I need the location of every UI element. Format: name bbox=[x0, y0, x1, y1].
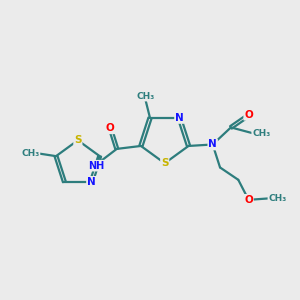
Text: O: O bbox=[244, 195, 253, 205]
Text: CH₃: CH₃ bbox=[268, 194, 286, 203]
Text: S: S bbox=[74, 135, 82, 145]
Text: N: N bbox=[208, 140, 217, 149]
Text: NH: NH bbox=[88, 161, 104, 171]
Text: CH₃: CH₃ bbox=[136, 92, 155, 101]
Text: N: N bbox=[175, 113, 184, 123]
Text: CH₃: CH₃ bbox=[252, 129, 270, 138]
Text: O: O bbox=[106, 123, 115, 133]
Text: N: N bbox=[87, 177, 96, 187]
Text: CH₃: CH₃ bbox=[21, 149, 40, 158]
Text: O: O bbox=[244, 110, 253, 120]
Text: S: S bbox=[161, 158, 169, 168]
